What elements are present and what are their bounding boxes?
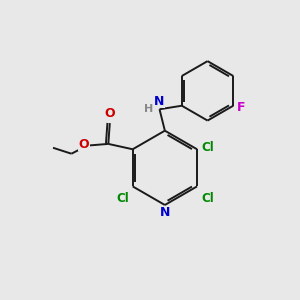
Text: O: O xyxy=(104,107,115,120)
Text: F: F xyxy=(237,101,245,114)
Text: O: O xyxy=(79,138,89,151)
Text: Cl: Cl xyxy=(201,141,214,154)
Text: H: H xyxy=(144,104,153,114)
Text: Cl: Cl xyxy=(116,192,129,205)
Text: N: N xyxy=(160,206,170,220)
Text: N: N xyxy=(154,95,165,108)
Text: Cl: Cl xyxy=(201,192,214,205)
